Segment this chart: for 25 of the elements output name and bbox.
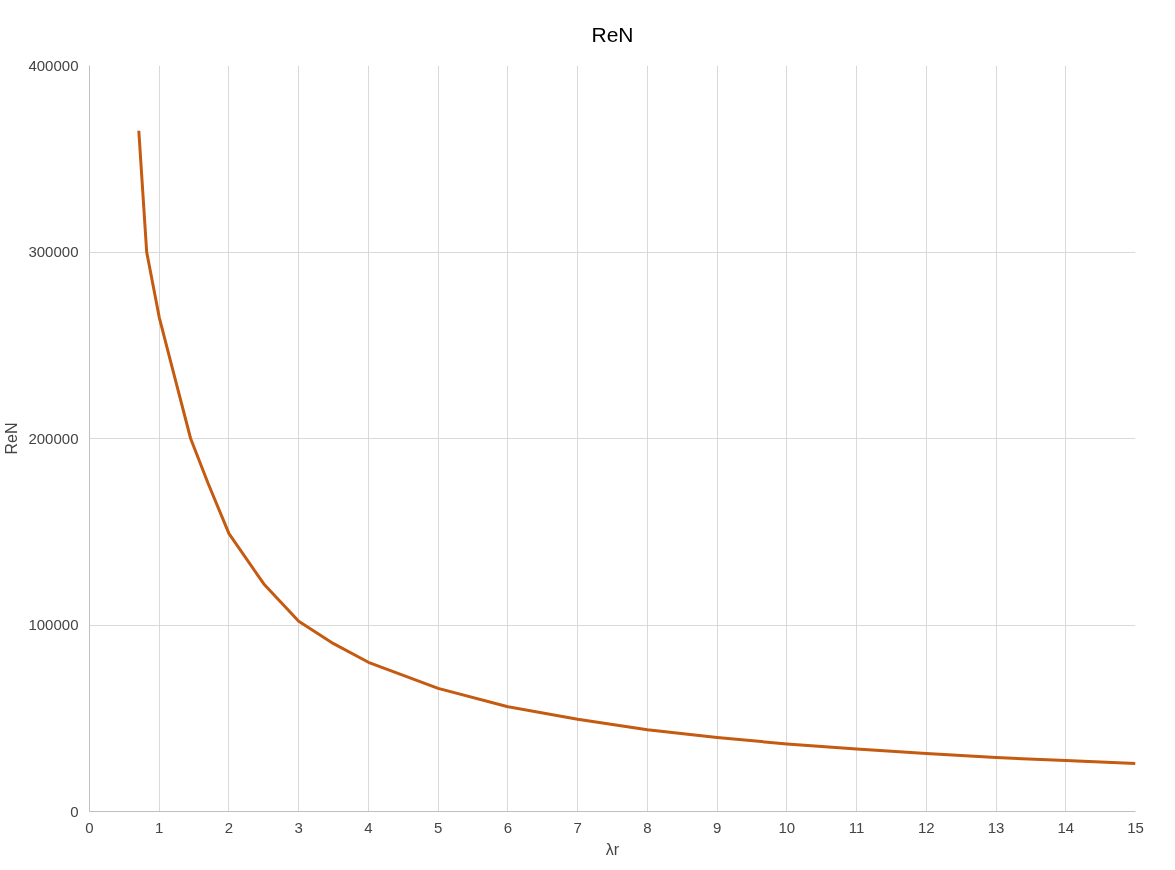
x-tick-label: 15 bbox=[1127, 818, 1144, 836]
x-tick-label: 14 bbox=[1057, 818, 1075, 836]
x-tick-label: 13 bbox=[987, 818, 1005, 836]
y-tick-label: 400000 bbox=[28, 56, 79, 74]
y-tick-label: 200000 bbox=[28, 429, 79, 447]
x-tick-label: 9 bbox=[712, 818, 722, 836]
y-tick-label: 100000 bbox=[28, 616, 79, 633]
line-series bbox=[137, 129, 1136, 766]
x-tick-label: 1 bbox=[155, 818, 164, 836]
x-tick-label: 7 bbox=[573, 818, 582, 836]
x-tick-label: 4 bbox=[364, 818, 373, 836]
x-tick-label: 11 bbox=[848, 818, 865, 836]
x-tick-label: 0 bbox=[85, 818, 94, 836]
x-tick-label: 10 bbox=[778, 818, 796, 836]
x-tick-label: 8 bbox=[643, 818, 652, 836]
x-tick-label: 2 bbox=[224, 818, 234, 836]
x-tick-label: 5 bbox=[434, 818, 443, 836]
y-tick-label: 0 bbox=[70, 802, 79, 820]
x-tick-label: 12 bbox=[917, 818, 935, 836]
y-tick-label: 300000 bbox=[28, 243, 79, 260]
x-axis-title: λr bbox=[605, 840, 620, 858]
x-tick-label: 6 bbox=[503, 818, 513, 836]
x-tick-label: 3 bbox=[294, 818, 303, 836]
chart-title: ReN bbox=[591, 22, 634, 46]
y-axis-title: ReN bbox=[3, 422, 21, 455]
